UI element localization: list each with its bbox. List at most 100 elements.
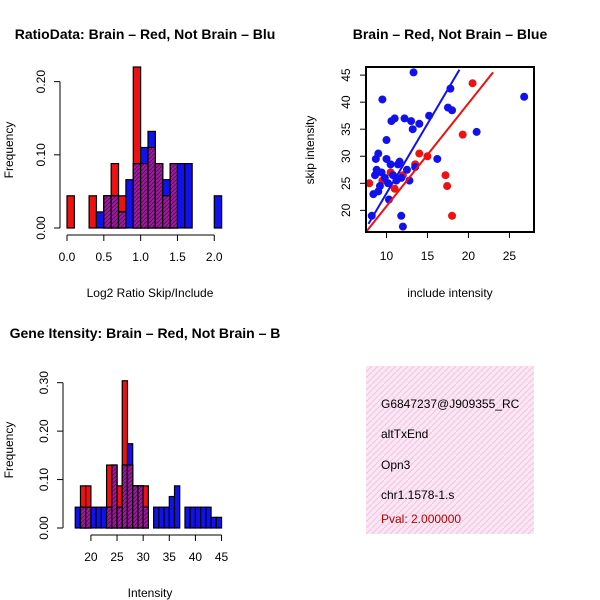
intensity-x-tick-label: 45 <box>215 550 229 564</box>
ratio-x-tick-label: 0.5 <box>95 250 112 264</box>
intensity-bar-not-brain <box>163 506 170 529</box>
intensity-bar-not-brain <box>215 516 223 529</box>
intensity-x-tick-label: 20 <box>84 550 98 564</box>
intensity-x-tick-label: 40 <box>189 550 203 564</box>
scatter-y-tick-label: 20 <box>339 203 353 217</box>
info-gene-name: Opn3 <box>381 458 411 472</box>
intensity-x-tick-label: 30 <box>136 550 150 564</box>
intensity-bar-overlap <box>121 464 129 529</box>
ratio-x-tick-label: 1.0 <box>132 250 149 264</box>
intensity-y-tick-label: 0.10 <box>37 468 51 492</box>
intensity-histogram-panel: Gene Itensity: Brain – Red, Not Brain – … <box>2 325 280 600</box>
scatter-point-brain <box>458 130 467 139</box>
intensity-bar-not-brain <box>189 506 197 529</box>
intensity-histogram-title: Gene Itensity: Brain – Red, Not Brain – … <box>10 325 281 341</box>
scatter-point-not-brain <box>382 136 391 145</box>
ratio-y-tick-label: 0.00 <box>34 216 48 240</box>
intensity-bar-overlap <box>116 506 123 529</box>
intensity-bar-overlap <box>126 464 134 529</box>
intensity-bar-not-brain <box>153 506 160 529</box>
ratio-x-tick-label: 2.0 <box>206 250 223 264</box>
intensity-bar-overlap <box>132 485 139 529</box>
info-probe-id: G6847237@J909355_RC <box>381 397 520 411</box>
ratio-x-tick-label: 1.5 <box>169 250 186 264</box>
scatter-xlabel: include intensity <box>407 286 492 300</box>
scatter-ylabel: skip intensity <box>303 116 317 185</box>
scatter-panel: Brain – Red, Not Brain – Blue 10 15 20 25 20… <box>303 26 547 300</box>
scatter-y-tick-label: 25 <box>339 176 353 190</box>
scatter-x-tick-label: 15 <box>421 249 435 263</box>
scatter-fit-line-brain <box>366 71 494 232</box>
intensity-bar-not-brain <box>168 495 176 529</box>
ratio-bar-overlap <box>154 163 164 229</box>
scatter-point-not-brain <box>382 154 391 163</box>
intensity-bar-overlap <box>137 485 144 529</box>
scatter-point-not-brain <box>386 160 395 169</box>
intensity-bar-not-brain <box>158 506 165 529</box>
scatter-point-not-brain <box>408 125 417 134</box>
ratio-bar-not-brain <box>176 163 186 229</box>
scatter-point-not-brain <box>409 68 418 77</box>
scatter-plot-area <box>366 68 529 232</box>
scatter-frame <box>365 66 535 233</box>
scatter-point-brain <box>390 184 399 193</box>
scatter-point-brain <box>366 179 374 188</box>
ratio-bar-not-brain <box>125 179 134 229</box>
intensity-bar-not-brain <box>74 506 82 529</box>
scatter-point-brain <box>468 79 477 88</box>
intensity-bar-not-brain <box>194 506 202 529</box>
intensity-bar-not-brain <box>210 516 217 529</box>
intensity-histogram-xlabel: Intensity <box>128 586 173 600</box>
scatter-point-not-brain <box>472 127 481 136</box>
scatter-point-not-brain <box>378 95 387 104</box>
ratio-bar-overlap <box>103 195 112 229</box>
scatter-point-not-brain <box>407 117 416 126</box>
scatter-y-tick-label: 30 <box>339 149 353 163</box>
scatter-point-not-brain <box>390 114 399 123</box>
intensity-bar-overlap <box>142 506 149 529</box>
intensity-bar-not-brain <box>173 485 181 529</box>
scatter-point-brain <box>415 149 424 158</box>
scatter-point-not-brain <box>433 154 442 163</box>
intensity-bar-overlap <box>85 506 92 529</box>
ratio-histogram-ylabel: Frequency <box>2 122 16 179</box>
intensity-y-tick-label: 0.20 <box>37 419 51 443</box>
ratio-bar-overlap <box>169 163 179 229</box>
scatter-point-not-brain <box>402 165 411 174</box>
scatter-y-tick-label: 45 <box>339 68 353 82</box>
intensity-bar-not-brain <box>200 506 207 529</box>
info-location: chr1.1578-1.s <box>381 488 454 502</box>
info-panel-background <box>366 366 534 534</box>
scatter-x-tick-label: 20 <box>462 249 476 263</box>
ratio-x-tick-label: 0.0 <box>59 250 76 264</box>
intensity-histogram-axes: 20 25 30 35 40 45 0.00 0.10 0.20 0.30 <box>37 371 229 564</box>
scatter-point-not-brain <box>375 182 384 191</box>
ratio-bar-overlap <box>117 211 127 229</box>
ratio-histogram-panel: RatioData: Brain – Red, Not Brain – Blu … <box>2 26 275 300</box>
ratio-y-tick-label: 0.10 <box>34 143 48 167</box>
ratio-bar-brain <box>66 195 75 229</box>
info-pval: Pval: 2.000000 <box>381 512 461 526</box>
intensity-bar-not-brain <box>205 506 212 529</box>
ratio-bar-overlap <box>132 163 142 229</box>
scatter-y-tick-label: 40 <box>339 95 353 109</box>
ratio-bar-brain <box>88 195 98 229</box>
ratio-histogram-axes: 0.0 0.5 1.0 1.5 2.0 0.00 0.10 0.20 <box>34 70 223 264</box>
scatter-point-not-brain <box>398 222 407 231</box>
intensity-x-tick-label: 35 <box>163 550 177 564</box>
intensity-x-tick-label: 25 <box>110 550 124 564</box>
scatter-x-tick-label: 25 <box>503 249 517 263</box>
ratio-bar-not-brain <box>184 163 193 229</box>
intensity-bar-overlap <box>79 506 87 529</box>
scatter-fit-line-not-brain <box>367 69 461 225</box>
intensity-y-tick-label: 0.00 <box>37 516 51 540</box>
ratio-bar-overlap <box>140 163 149 229</box>
scatter-axes: 10 15 20 25 20 25 30 35 40 45 <box>339 66 535 263</box>
scatter-point-not-brain <box>374 149 383 158</box>
intensity-bar-overlap <box>105 506 113 529</box>
scatter-point-brain <box>441 171 450 180</box>
info-panel: G6847237@J909355_RC altTxEnd Opn3 chr1.1… <box>366 366 534 534</box>
intensity-y-tick-label: 0.30 <box>37 371 51 395</box>
ratio-histogram-title: RatioData: Brain – Red, Not Brain – Blu <box>15 26 276 42</box>
